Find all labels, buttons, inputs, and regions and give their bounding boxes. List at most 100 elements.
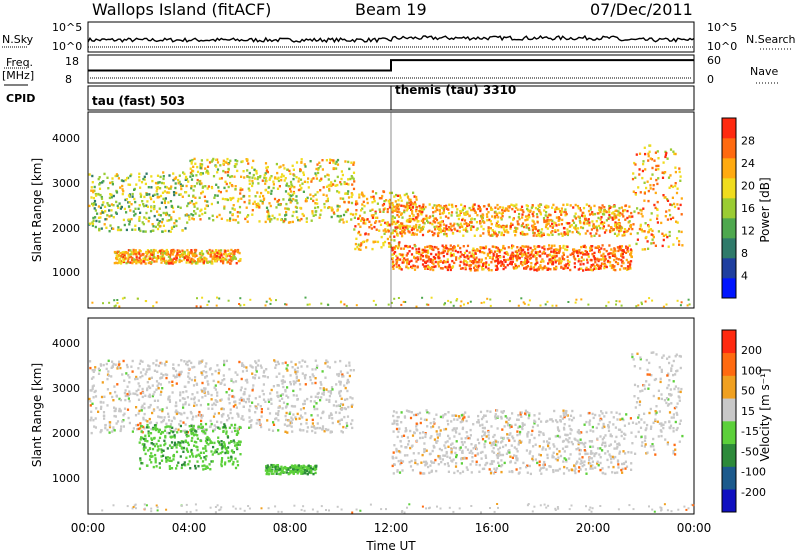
velocity-cell [274,366,277,369]
power-cell [634,192,637,195]
power-cell [362,222,365,225]
power-cell [325,194,328,197]
power-cell [343,182,346,186]
power-cell [580,260,583,263]
power-cell [106,176,109,179]
power-cell [549,260,552,263]
velocity-cell [198,454,201,457]
power-cell [496,233,499,237]
power-cell [145,217,148,220]
velocity-cell [136,377,139,380]
velocity-cell [313,426,316,429]
power-cell [410,206,413,209]
power-cell [502,225,505,229]
power-cell [283,179,286,182]
cpid-panel: CPID tau (fast) 503 themis (tau) 3310 [6,83,695,111]
power-cell [213,255,216,259]
power-cell [222,257,225,261]
power-cell [593,212,596,216]
power-cell [527,223,530,227]
power-cell [482,214,485,217]
power-ground-cell [216,296,218,299]
velocity-cell [116,383,119,386]
power-cell [284,218,287,221]
power-cell [190,187,193,190]
power-cell [451,249,454,252]
velocity-cell [154,444,157,448]
power-cell [323,206,326,209]
power-cell [320,209,323,212]
power-cell [481,251,484,254]
velocity-cell [321,370,324,373]
velocity-cell [155,380,159,383]
velocity-cell [241,415,244,418]
power-ground-cell [427,303,430,306]
power-cell [385,199,388,202]
power-cell [307,177,310,180]
velocity-cell [214,369,217,373]
power-cell [349,177,352,181]
freq-panel: Freq. [MHz] 18 8 60 0 Nave [2,54,780,86]
power-ground-cell [555,304,558,307]
power-cell [314,206,317,210]
power-cell [619,225,622,228]
power-cell [633,210,636,213]
power-cell [287,221,291,224]
power-cell [461,225,464,228]
power-cell [582,221,585,225]
velocity-cell [172,367,176,371]
power-cell [215,158,218,161]
velocity-cell [168,456,171,460]
power-cell [339,218,342,221]
power-cell [420,228,423,231]
velocity-cell [215,425,218,429]
power-cell [401,261,404,264]
power-cell [92,190,95,194]
power-cell [626,248,629,251]
velocity-cell [301,359,304,362]
power-cell [379,210,382,213]
power-cell [618,229,621,233]
power-cell [257,176,260,179]
power-cell [350,161,353,164]
power-cell [380,197,383,200]
velocity-cell [121,420,124,423]
power-cell [440,206,443,209]
power-cell [295,176,298,179]
power-cell [432,255,435,259]
power-cell [391,217,394,220]
velocity-cell [284,361,287,364]
power-cell [276,200,279,203]
power-cell [472,247,475,250]
power-cell [545,204,548,207]
power-cell [672,216,675,219]
power-cell [593,265,596,268]
power-cell [650,242,653,245]
velocity-cell [256,364,259,367]
power-colorbar-swatch [722,278,736,299]
velocity-cell [234,371,237,374]
power-cell [90,186,93,189]
power-cell [534,247,537,251]
velocity-cell [90,389,93,392]
power-cell [514,228,518,232]
power-cell [162,171,165,174]
power-cell [408,201,411,204]
velocity-cell [270,397,273,401]
power-cell [676,237,679,240]
power-cell [587,255,590,258]
power-cell [649,187,652,190]
velocity-cell [306,365,309,368]
power-cell [121,260,124,264]
power-cell [641,169,644,173]
power-cell [170,250,173,253]
velocity-cell [152,443,155,446]
power-cell [402,247,405,250]
velocity-cell [146,420,149,423]
power-cell [529,253,532,257]
power-cell [427,255,430,259]
power-cell [426,249,429,252]
power-cell [159,214,162,217]
power-cell [237,248,240,252]
velocity-cell [269,392,272,395]
